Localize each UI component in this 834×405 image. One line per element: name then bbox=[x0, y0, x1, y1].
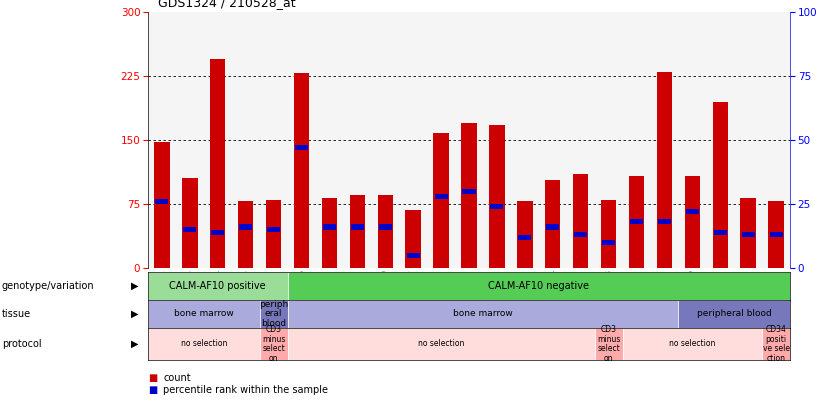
Text: CD3
minus
select
on: CD3 minus select on bbox=[597, 325, 620, 363]
Bar bbox=[351, 224, 364, 230]
Bar bbox=[490, 204, 504, 209]
Bar bbox=[658, 220, 671, 224]
Bar bbox=[259, 300, 288, 328]
Bar bbox=[762, 328, 790, 360]
Text: protocol: protocol bbox=[2, 339, 42, 349]
Bar bbox=[148, 328, 259, 360]
Bar bbox=[741, 198, 756, 268]
Bar bbox=[259, 328, 288, 360]
Bar bbox=[183, 227, 196, 232]
Bar bbox=[595, 328, 622, 360]
Text: count: count bbox=[163, 373, 191, 383]
Bar bbox=[210, 59, 225, 268]
Text: genotype/variation: genotype/variation bbox=[2, 281, 94, 291]
Bar bbox=[154, 142, 169, 268]
Bar bbox=[349, 196, 365, 268]
Bar bbox=[379, 224, 392, 230]
Text: no selection: no selection bbox=[418, 339, 465, 348]
Bar bbox=[712, 102, 728, 268]
Bar bbox=[148, 300, 259, 328]
Text: periph
eral
blood: periph eral blood bbox=[259, 300, 289, 328]
Text: percentile rank within the sample: percentile rank within the sample bbox=[163, 385, 328, 395]
Text: ▶: ▶ bbox=[130, 281, 138, 291]
Bar bbox=[288, 328, 595, 360]
Bar bbox=[741, 232, 755, 237]
Bar bbox=[434, 133, 449, 268]
Bar bbox=[678, 300, 790, 328]
Text: ▶: ▶ bbox=[130, 309, 138, 319]
Bar bbox=[295, 145, 308, 150]
Bar bbox=[768, 201, 784, 268]
Bar bbox=[322, 198, 337, 268]
Bar bbox=[602, 240, 615, 245]
Bar bbox=[288, 300, 678, 328]
Bar bbox=[463, 189, 475, 194]
Bar bbox=[288, 272, 790, 300]
Text: no selection: no selection bbox=[669, 339, 716, 348]
Bar bbox=[685, 176, 700, 268]
Text: bone marrow: bone marrow bbox=[174, 309, 234, 318]
Bar bbox=[182, 178, 198, 268]
Bar bbox=[378, 196, 393, 268]
Bar bbox=[405, 210, 421, 268]
Bar bbox=[574, 232, 587, 237]
Text: bone marrow: bone marrow bbox=[453, 309, 513, 318]
Bar bbox=[490, 125, 505, 268]
Bar bbox=[686, 209, 699, 214]
Bar bbox=[407, 253, 420, 258]
Bar bbox=[148, 272, 288, 300]
Bar bbox=[656, 72, 672, 268]
Bar bbox=[714, 230, 726, 235]
Bar bbox=[630, 220, 643, 224]
Text: ▶: ▶ bbox=[130, 339, 138, 349]
Bar bbox=[267, 227, 280, 232]
Bar bbox=[239, 224, 252, 230]
Bar bbox=[323, 224, 336, 230]
Text: CD34
positi
ve sele
ction: CD34 positi ve sele ction bbox=[762, 325, 790, 363]
Bar bbox=[545, 180, 560, 268]
Bar bbox=[294, 73, 309, 268]
Text: CALM-AF10 negative: CALM-AF10 negative bbox=[488, 281, 590, 291]
Bar bbox=[461, 123, 477, 268]
Bar bbox=[600, 200, 616, 268]
Bar bbox=[622, 328, 762, 360]
Bar bbox=[517, 201, 532, 268]
Text: tissue: tissue bbox=[2, 309, 31, 319]
Text: CD3
minus
select
on: CD3 minus select on bbox=[262, 325, 285, 363]
Bar bbox=[211, 230, 224, 235]
Bar bbox=[518, 235, 531, 240]
Bar bbox=[238, 201, 254, 268]
Bar bbox=[629, 176, 644, 268]
Bar bbox=[573, 174, 588, 268]
Bar bbox=[435, 194, 448, 199]
Bar bbox=[770, 232, 782, 237]
Bar bbox=[155, 199, 168, 204]
Text: no selection: no selection bbox=[181, 339, 227, 348]
Text: CALM-AF10 positive: CALM-AF10 positive bbox=[169, 281, 266, 291]
Text: ■: ■ bbox=[148, 373, 158, 383]
Bar bbox=[266, 200, 281, 268]
Text: peripheral blood: peripheral blood bbox=[696, 309, 771, 318]
Text: ■: ■ bbox=[148, 385, 158, 395]
Bar bbox=[546, 224, 560, 230]
Text: GDS1324 / 210528_at: GDS1324 / 210528_at bbox=[158, 0, 295, 9]
